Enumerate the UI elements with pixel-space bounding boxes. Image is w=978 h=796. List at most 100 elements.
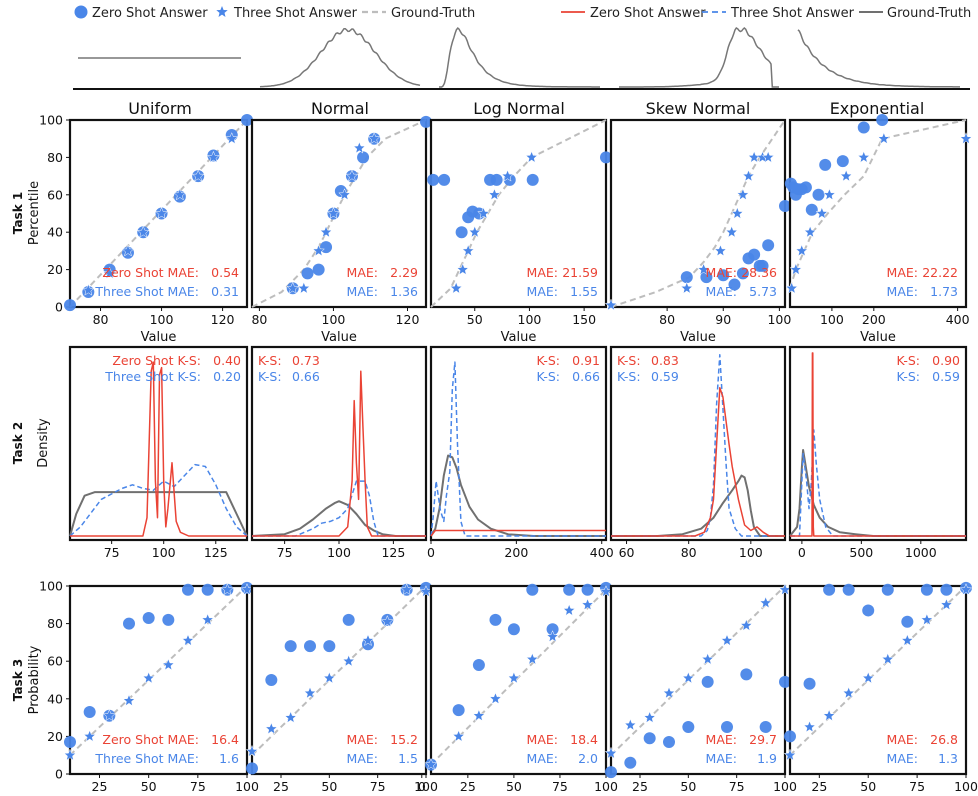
zero-shot-point-task-3-uniform-7 — [201, 583, 214, 596]
zero-shot-point-task-3-log-normal-8 — [581, 583, 594, 596]
legend-three-shot-label: Three Shot Answer — [233, 6, 358, 21]
y-tick-label-task-1-uniform-4: 80 — [47, 150, 63, 165]
annotation-three-label-task-3-normal: MAE: — [347, 751, 378, 766]
row-task-3-label: Task 3 — [11, 659, 25, 701]
annotation-three-value-task-3-log-normal: 2.0 — [578, 751, 598, 766]
annotation-three-label-task-1-exponential: MAE: — [887, 284, 918, 299]
zero-shot-point-task-1-exponential-11 — [876, 114, 889, 126]
three-shot-point-task-3-uniform-3 — [122, 694, 136, 707]
distribution-preview-strip — [73, 26, 970, 90]
three-shot-point-task-3-skew-normal-6 — [720, 634, 734, 647]
x-tick-label-task-1-log-normal-2: 150 — [572, 312, 596, 327]
legend-three-shot-marker — [216, 6, 228, 17]
annotation-three-value-task-3-exponential: 1.3 — [938, 751, 958, 766]
ground-truth-line-task-3-skew-normal — [610, 585, 786, 756]
three-shot-point-task-3-uniform-4 — [142, 671, 155, 684]
x-tick-label-task-1-uniform-2: 120 — [211, 312, 235, 327]
zero-shot-point-task-1-log-normal-7 — [490, 173, 503, 186]
panel-frame-task-1-uniform — [68, 118, 249, 309]
panel-task-2-log-normal: 0 200 400 K-S: 0.91 K-S: 0.66 — [427, 345, 614, 560]
zero-shot-point-task-3-exponential-4 — [862, 604, 875, 617]
column-title-normal: Normal — [311, 99, 369, 118]
panel-task-1-log-normal: 50 100 150 Value MAE: 21.59 MAE: 1.55 — [427, 118, 612, 345]
annotation-zero-value-task-2-exponential: 0.90 — [932, 353, 960, 368]
preview-curve-skew-normal — [619, 26, 779, 88]
annotation-three-value-task-2-skew-normal: 0.59 — [651, 369, 679, 384]
zero-shot-point-task-3-skew-normal-0 — [605, 766, 617, 779]
three-shot-density-task-2-skew-normal — [611, 354, 785, 537]
zero-shot-point-task-3-uniform-3 — [123, 617, 135, 630]
zero-shot-point-task-1-skew-normal-3 — [728, 278, 741, 291]
zero-shot-point-task-1-exponential-7 — [812, 188, 825, 201]
annotation-zero-value-task-2-uniform: 0.40 — [213, 353, 241, 368]
x-tick-label-task-3-skew-normal-3: 100 — [773, 779, 797, 794]
annotation-three-value-task-3-skew-normal: 1.9 — [757, 751, 777, 766]
zero-shot-point-task-3-exponential-1 — [803, 677, 816, 690]
zero-shot-point-task-1-log-normal-1 — [438, 173, 451, 186]
annotation-zero-label-task-2-normal: K-S: — [258, 353, 282, 368]
x-axis-label-task-1-normal: Value — [321, 330, 357, 345]
three-shot-density-task-2-normal — [252, 480, 426, 537]
x-tick-label-task-1-normal-0: 80 — [251, 312, 267, 327]
x-tick-label-task-2-uniform-1: 100 — [152, 545, 176, 560]
y-tick-label-task-1-uniform-0: 0 — [55, 300, 63, 315]
x-tick-label-task-3-log-normal-4: 100 — [594, 779, 618, 794]
x-tick-label-task-1-uniform-0: 80 — [93, 312, 109, 327]
annotation-three-label-task-2-skew-normal: K-S: — [617, 369, 641, 384]
zero-shot-density-task-2-uniform — [70, 361, 247, 537]
x-tick-label-task-2-skew-normal-1: 80 — [681, 545, 697, 560]
panel-task-1-normal: 80 100 120 Value MAE: 2.29 MAE: 1.36 — [250, 115, 432, 345]
zero-shot-point-task-1-exponential-9 — [836, 155, 849, 168]
y-tick-label-task-3-uniform-0: 0 — [55, 767, 63, 782]
legend-ground-truth-label: Ground-Truth — [391, 6, 475, 21]
three-shot-point-task-3-skew-normal-4 — [682, 671, 695, 684]
ground-truth-line-task-1-exponential — [789, 119, 967, 289]
column-title-skew-normal: Skew Normal — [646, 99, 751, 118]
zero-shot-point-task-3-skew-normal-4 — [682, 721, 695, 733]
x-tick-label-task-2-log-normal-2: 400 — [590, 545, 614, 560]
x-tick-label-task-3-exponential-1: 50 — [860, 779, 876, 794]
annotation-zero-value-task-2-normal: 0.73 — [292, 353, 320, 368]
zero-shot-point-task-3-log-normal-2 — [472, 658, 485, 671]
x-tick-label-task-1-normal-2: 120 — [396, 312, 420, 327]
annotation-zero-label-task-1-log-normal: MAE: — [527, 265, 558, 280]
x-axis-label-task-1-exponential: Value — [860, 330, 896, 345]
x-tick-label-task-3-log-normal-1: 25 — [460, 779, 476, 794]
annotation-three-value-task-3-uniform: 1.6 — [219, 751, 239, 766]
annotation-three-value-task-1-uniform: 0.31 — [211, 284, 239, 299]
column-title-exponential: Exponential — [830, 99, 925, 118]
annotation-zero-value-task-3-uniform: 16.4 — [211, 732, 239, 747]
panel-task-3-exponential: 25 50 75 100 MAE: 26.8 MAE: 1.3 — [783, 581, 978, 794]
y-tick-label-task-1-uniform-2: 40 — [47, 225, 63, 240]
three-shot-point-task-1-skew-normal-6 — [736, 188, 750, 201]
x-tick-label-task-3-normal-2: 75 — [370, 779, 386, 794]
y-tick-label-task-3-uniform-5: 100 — [39, 579, 63, 594]
zero-shot-point-task-1-uniform-0 — [64, 299, 76, 312]
x-tick-label-task-3-log-normal-3: 75 — [552, 779, 568, 794]
row-task-1-label: Task 1 — [11, 192, 25, 234]
x-tick-label-task-1-exponential-2: 400 — [946, 312, 970, 327]
annotation-zero-value-task-1-uniform: 0.54 — [211, 265, 239, 280]
annotation-three-value-task-2-exponential: 0.59 — [932, 369, 960, 384]
zero-shot-point-task-3-uniform-6 — [182, 583, 194, 596]
panel-frame-task-3-exponential — [788, 584, 968, 776]
row-task-2-ylabel: Density — [36, 418, 51, 468]
annotation-zero-value-task-3-log-normal: 18.4 — [570, 732, 598, 747]
zero-shot-point-task-3-skew-normal-7 — [740, 668, 753, 681]
zero-shot-point-task-3-exponential-8 — [940, 583, 953, 596]
panel-frame-task-2-skew-normal — [609, 345, 787, 542]
panel-frame-task-2-uniform — [68, 345, 249, 542]
annotation-three-label-task-3-exponential: MAE: — [887, 751, 918, 766]
x-tick-label-task-3-skew-normal-2: 75 — [729, 779, 745, 794]
zero-shot-point-task-3-uniform-4 — [142, 611, 155, 624]
three-shot-point-task-3-uniform-5 — [162, 658, 175, 671]
y-tick-label-task-1-uniform-3: 60 — [47, 187, 63, 202]
zero-shot-point-task-3-skew-normal-1 — [624, 756, 637, 769]
zero-shot-point-task-1-log-normal-2 — [455, 226, 468, 239]
x-tick-label-task-2-normal-2: 125 — [381, 545, 405, 560]
three-shot-point-task-3-log-normal-7 — [562, 603, 576, 616]
three-shot-density-task-2-uniform — [69, 463, 248, 537]
y-tick-label-task-3-uniform-1: 20 — [47, 729, 63, 744]
ground-truth-density-task-2-log-normal — [430, 454, 606, 537]
